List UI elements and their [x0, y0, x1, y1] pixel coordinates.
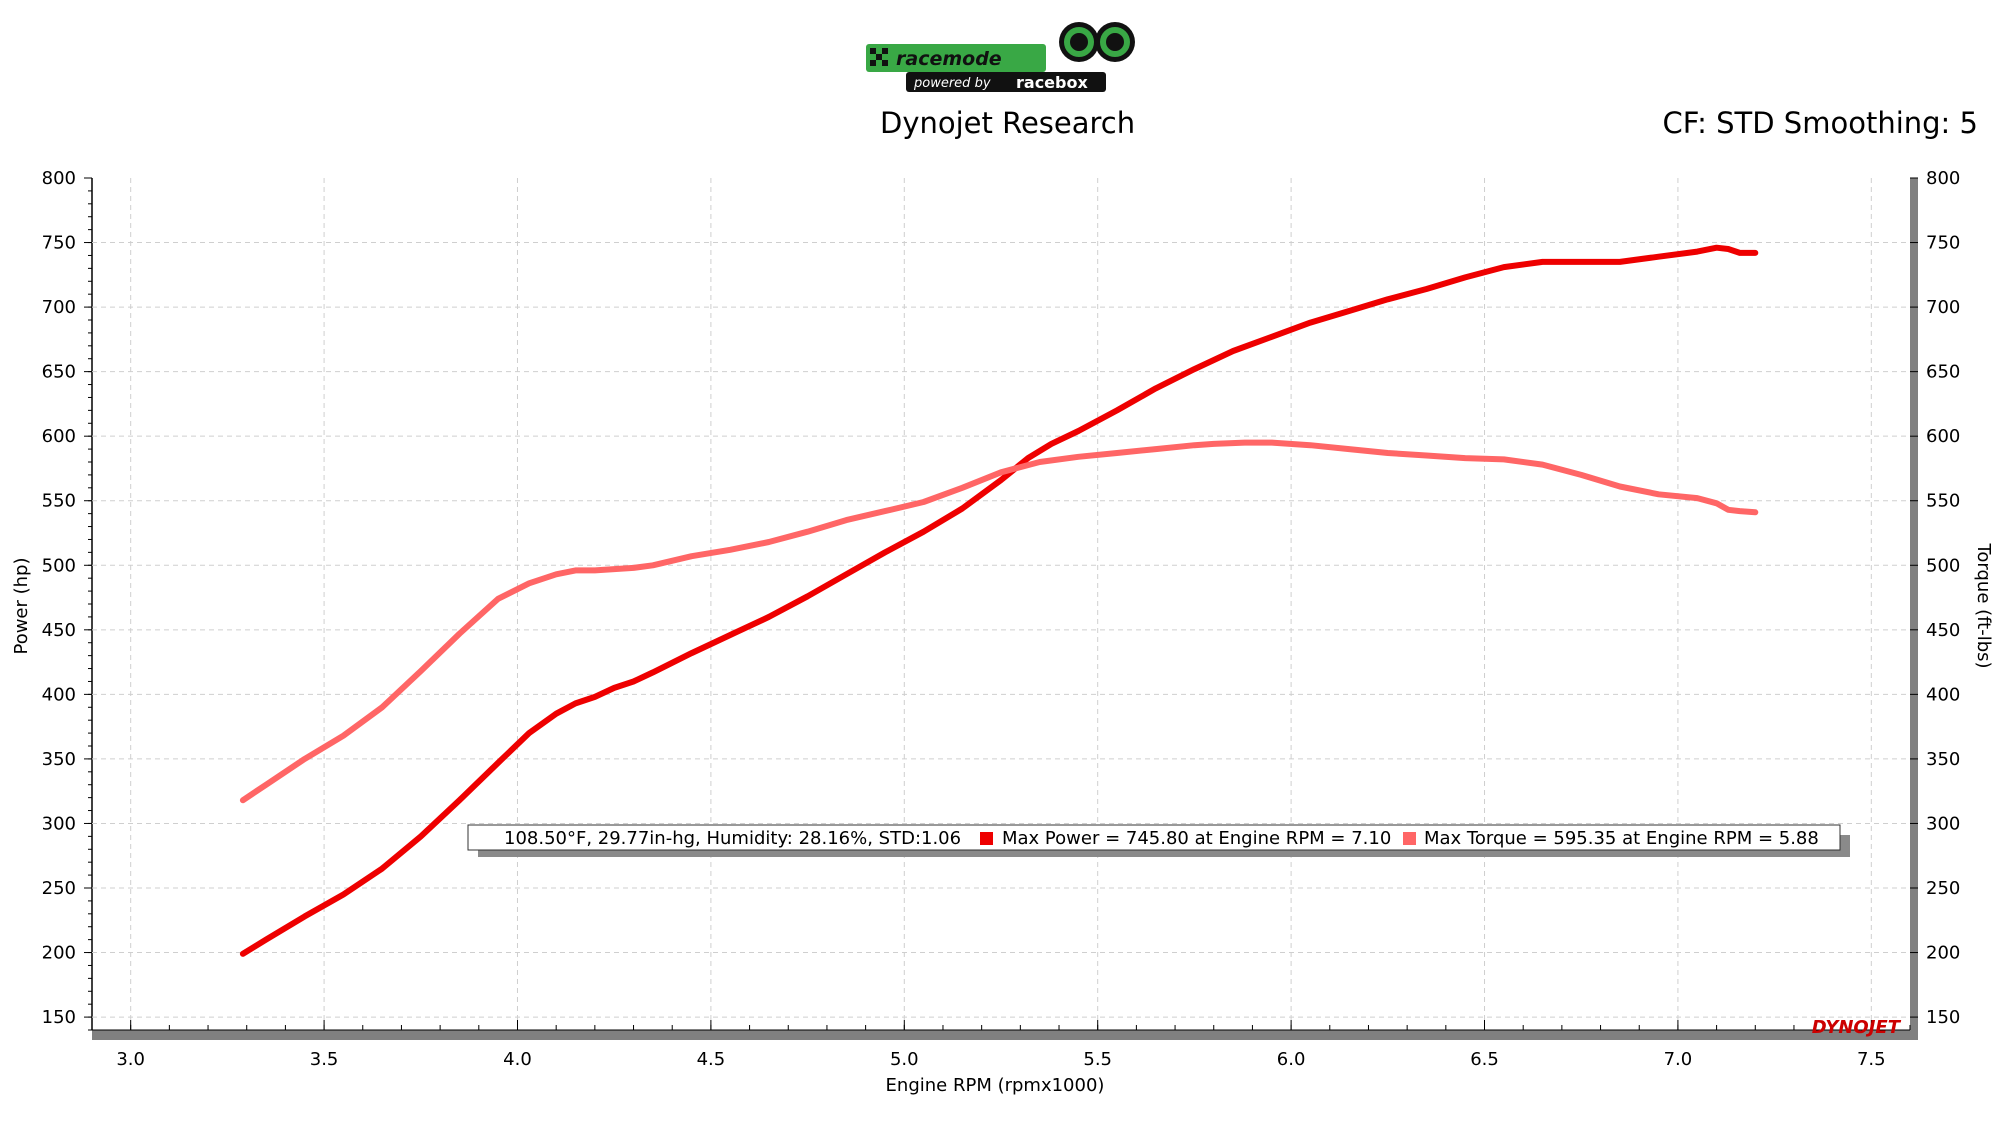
y-tick-label: 400 — [42, 684, 76, 705]
x-tick-label: 7.5 — [1857, 1049, 1886, 1070]
y-right-tick-label: 500 — [1926, 555, 1960, 576]
y-right-tick-label: 400 — [1926, 684, 1960, 705]
y-right-tick-label: 750 — [1926, 233, 1960, 254]
y-right-tick-label: 350 — [1926, 749, 1960, 770]
legend-torque-label: Max Torque = 595.35 at Engine RPM = 5.88 — [1424, 828, 1819, 849]
powered-by-band — [906, 72, 1106, 92]
racemode-racebox-logo: racemode powered by racebox — [866, 14, 1142, 94]
y-tick-label: 800 — [42, 168, 76, 189]
legend: 108.50°F, 29.77in-hg, Humidity: 28.16%, … — [467, 824, 1850, 857]
y-right-tick-label: 700 — [1926, 297, 1960, 318]
y-right-tick-label: 550 — [1926, 491, 1960, 512]
legend-torque-swatch — [1403, 832, 1416, 845]
y-tick-label: 700 — [42, 297, 76, 318]
y-tick-label: 500 — [42, 555, 76, 576]
plot-area — [92, 178, 1910, 1030]
powered-by-text: powered by — [913, 76, 991, 91]
checkered-flag-icon — [870, 48, 888, 66]
y-tick-label: 200 — [42, 943, 76, 964]
y-right-tick-label: 300 — [1926, 813, 1960, 834]
legend-conditions: 108.50°F, 29.77in-hg, Humidity: 28.16%, … — [504, 828, 961, 849]
y-tick-label: 300 — [42, 813, 76, 834]
y-tick-label: 350 — [42, 749, 76, 770]
x-tick-label: 4.5 — [697, 1049, 726, 1070]
y-tick-label: 150 — [42, 1007, 76, 1028]
y-right-tick-label: 150 — [1926, 1007, 1960, 1028]
chart-title: Dynojet Research — [880, 106, 1136, 140]
legend-power-swatch — [980, 832, 993, 845]
y-right-tick-label: 250 — [1926, 878, 1960, 899]
x-tick-label: 3.5 — [310, 1049, 339, 1070]
y-right-tick-label: 200 — [1926, 943, 1960, 964]
y-right-tick-label: 450 — [1926, 620, 1960, 641]
x-tick-label: 5.5 — [1083, 1049, 1112, 1070]
racebox-text: racebox — [1016, 73, 1088, 92]
y-tick-label: 600 — [42, 426, 76, 447]
y-right-tick-label: 800 — [1926, 168, 1960, 189]
racemode-banner — [866, 44, 1046, 72]
x-tick-label: 6.0 — [1277, 1049, 1306, 1070]
y-tick-label: 250 — [42, 878, 76, 899]
y-axis-right-bar — [1910, 178, 1918, 1040]
legend-box — [467, 824, 1841, 851]
x-tick-label: 4.0 — [503, 1049, 532, 1070]
x-tick-label: 7.0 — [1664, 1049, 1693, 1070]
dynojet-watermark: DYNOJET — [1812, 1017, 1902, 1038]
power-series-line — [239, 244, 1759, 957]
x-axis-label: Engine RPM (rpmx1000) — [886, 1075, 1105, 1096]
correction-info: CF: STD Smoothing: 5 — [1662, 106, 1978, 140]
racemode-brand-text: racemode — [896, 48, 1002, 70]
y-right-tick-label: 650 — [1926, 362, 1960, 383]
y-tick-label: 550 — [42, 491, 76, 512]
legend-power-label: Max Power = 745.80 at Engine RPM = 7.10 — [1002, 828, 1391, 849]
x-tick-label: 3.0 — [116, 1049, 145, 1070]
y-tick-label: 450 — [42, 620, 76, 641]
infinity-icon — [1059, 22, 1135, 62]
x-tick-label: 5.0 — [890, 1049, 919, 1070]
x-tick-label: 6.5 — [1470, 1049, 1499, 1070]
y-tick-label: 750 — [42, 233, 76, 254]
y-tick-label: 650 — [42, 362, 76, 383]
x-axis-bar — [92, 1030, 1914, 1040]
y-axis-right-label: Torque (ft-lbs) — [1973, 542, 1994, 668]
torque-series-line — [239, 439, 1759, 804]
y-axis-left-label: Power (hp) — [11, 557, 32, 654]
y-right-tick-label: 600 — [1926, 426, 1960, 447]
